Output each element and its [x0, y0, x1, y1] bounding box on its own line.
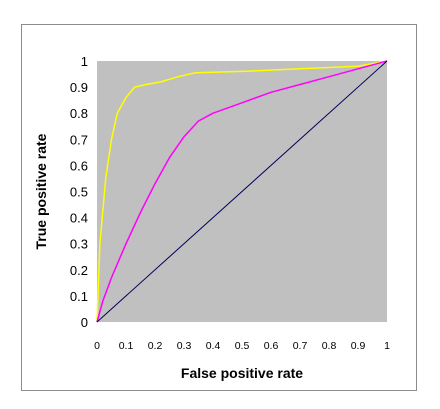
x-tick-label: 0.3 — [177, 340, 192, 352]
y-tick-label: 1 — [81, 54, 88, 69]
x-tick-label: 0.6 — [264, 340, 279, 352]
x-tick-label: 0 — [94, 340, 100, 352]
y-tick-label: 0.9 — [70, 80, 88, 95]
x-axis-title: False positive rate — [181, 365, 303, 381]
y-tick-label: 0.7 — [70, 132, 88, 147]
y-tick-label: 0.6 — [70, 158, 88, 173]
series-line-1 — [96, 60, 388, 323]
series-line-2 — [96, 60, 388, 323]
x-tick-label: 1 — [384, 340, 390, 352]
x-tick-labels: 0 0.1 0.2 0.3 0.4 0.5 0.6 0.7 0.8 0.9 1 — [94, 340, 390, 352]
y-tick-label: 0.3 — [70, 237, 88, 252]
series-line-3 — [96, 60, 388, 323]
x-tick-label: 0.8 — [322, 340, 337, 352]
y-tick-label: 0.1 — [70, 289, 88, 304]
y-tick-labels: 0 0.1 0.2 0.3 0.4 0.5 0.6 0.7 0.8 0.9 1 — [70, 54, 88, 330]
y-tick-label: 0 — [81, 315, 88, 330]
y-tick-label: 0.8 — [70, 106, 88, 121]
x-tick-label: 0.1 — [119, 340, 134, 352]
x-tick-label: 0.5 — [235, 340, 250, 352]
y-axis-title: True positive rate — [33, 133, 49, 249]
x-tick-label: 0.2 — [148, 340, 163, 352]
y-tick-label: 0.2 — [70, 263, 88, 278]
y-tick-label: 0.4 — [70, 211, 88, 226]
x-tick-label: 0.9 — [351, 340, 366, 352]
x-tick-label: 0.7 — [293, 340, 308, 352]
series-layer — [96, 60, 388, 323]
y-tick-label: 0.5 — [70, 185, 88, 200]
x-tick-label: 0.4 — [206, 340, 221, 352]
